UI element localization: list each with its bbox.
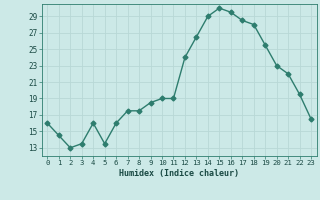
X-axis label: Humidex (Indice chaleur): Humidex (Indice chaleur) xyxy=(119,169,239,178)
